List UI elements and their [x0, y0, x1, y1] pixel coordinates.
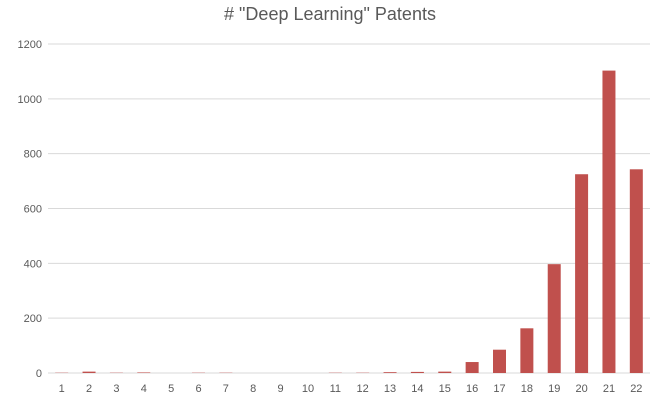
x-tick-label: 13 — [384, 383, 396, 395]
bar-2 — [82, 371, 96, 373]
x-tick-label: 10 — [302, 383, 314, 395]
bar-21 — [602, 70, 616, 373]
bars — [55, 70, 643, 373]
x-tick-label: 17 — [493, 383, 505, 395]
x-tick-label: 9 — [278, 383, 284, 395]
y-tick-label: 200 — [24, 313, 42, 325]
x-tick-label: 20 — [575, 383, 587, 395]
y-axis: 0 200 400 600 800 1000 1200 — [18, 39, 42, 380]
x-tick-label: 3 — [113, 383, 119, 395]
x-tick-label: 21 — [603, 383, 615, 395]
x-tick-label: 16 — [466, 383, 478, 395]
bar-4 — [137, 372, 151, 373]
chart-title: # "Deep Learning" Patents — [224, 4, 436, 24]
x-axis: 1 2 3 4 5 6 7 8 9 10 11 12 13 14 15 16 17 18 19 20 21 22 — [59, 383, 643, 395]
bar-15 — [438, 371, 452, 373]
bar-20 — [575, 174, 589, 373]
bar-22 — [629, 169, 643, 373]
grid-lines — [48, 43, 650, 374]
x-tick-label: 8 — [250, 383, 256, 395]
x-tick-label: 1 — [59, 383, 65, 395]
x-tick-label: 11 — [330, 383, 341, 395]
bar-16 — [465, 362, 479, 373]
x-tick-label: 6 — [195, 383, 201, 395]
x-tick-label: 5 — [168, 383, 174, 395]
x-tick-label: 19 — [548, 383, 560, 395]
bar-13 — [383, 372, 397, 373]
x-tick-label: 2 — [86, 383, 92, 395]
y-tick-label: 800 — [24, 149, 42, 161]
x-tick-label: 4 — [141, 383, 147, 395]
y-tick-label: 1200 — [18, 39, 42, 51]
y-tick-label: 0 — [36, 368, 42, 380]
bar-18 — [520, 328, 534, 373]
bar-14 — [410, 371, 424, 373]
bar-19 — [547, 264, 561, 373]
x-tick-label: 18 — [521, 383, 533, 395]
x-tick-label: 15 — [439, 383, 451, 395]
x-tick-label: 12 — [357, 383, 369, 395]
y-tick-label: 1000 — [18, 94, 42, 106]
bar-17 — [493, 349, 506, 373]
x-tick-label: 14 — [411, 383, 423, 395]
x-tick-label: 7 — [223, 383, 229, 395]
y-tick-label: 600 — [24, 204, 42, 216]
y-tick-label: 400 — [24, 258, 42, 270]
x-tick-label: 22 — [630, 383, 642, 395]
